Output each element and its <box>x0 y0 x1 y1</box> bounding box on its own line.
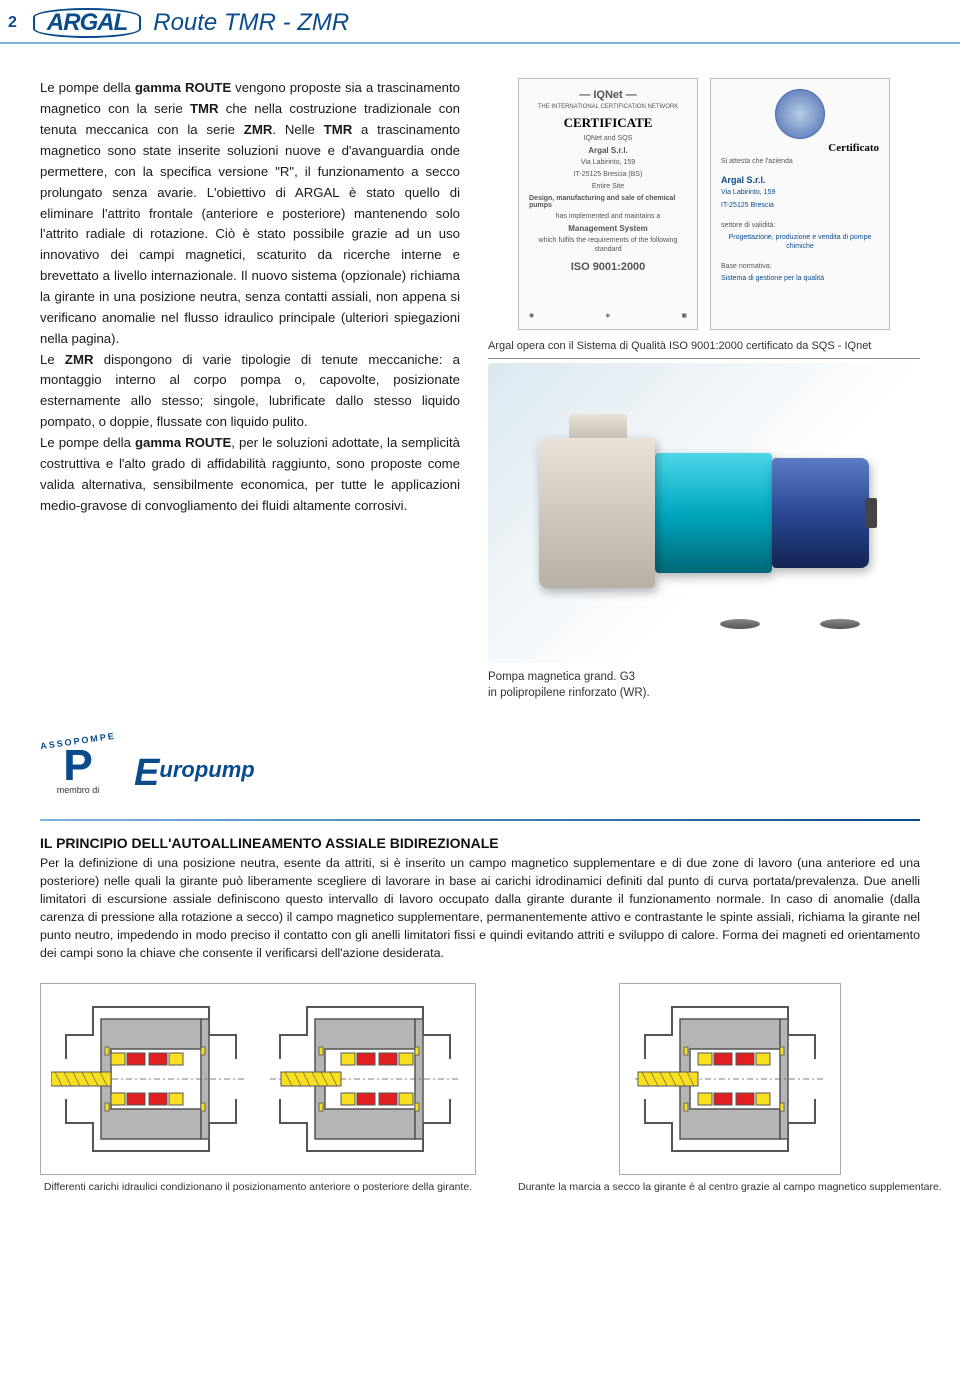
body-paragraph-3: Le pompe della gamma ROUTE, per le soluz… <box>40 433 460 516</box>
diagram-caption-right: Durante la marcia a secco la girante è a… <box>518 1181 942 1195</box>
cross-section-diagram-2 <box>265 994 465 1164</box>
assopompe-logo: ASSOPOMPE P membro di <box>40 736 116 796</box>
page-number: 2 <box>8 14 17 32</box>
certificate-iqnet: — IQNet — THE INTERNATIONAL CERTIFICATIO… <box>518 78 698 330</box>
page-title: Route TMR - ZMR <box>153 9 349 37</box>
page: 2 ARGAL Route TMR - ZMR Le pompe della g… <box>0 0 960 1384</box>
certificate-sqs: Certificato Si attesta che l'azienda Arg… <box>710 78 890 330</box>
section-heading: IL PRINCIPIO DELL'AUTOALLINEAMENTO ASSIA… <box>40 835 920 851</box>
body-paragraph-2: Le ZMR dispongono di varie tipologie di … <box>40 350 460 433</box>
main-content: Le pompe della gamma ROUTE vengono propo… <box>0 44 960 711</box>
right-column: — IQNet — THE INTERNATIONAL CERTIFICATIO… <box>488 78 920 701</box>
section-divider <box>40 819 920 821</box>
pump-caption: Pompa magnetica grand. G3 in polipropile… <box>488 669 920 701</box>
europump-logo: Europump <box>134 752 255 795</box>
diagram-group-left: Differenti carichi idraulici condizionan… <box>40 983 476 1195</box>
membership-logos: ASSOPOMPE P membro di Europump <box>0 736 960 796</box>
certificate-caption: Argal opera con il Sistema di Qualità IS… <box>488 340 920 359</box>
pump-illustration <box>539 438 869 588</box>
body-paragraph-1: Le pompe della gamma ROUTE vengono propo… <box>40 78 460 349</box>
lower-section: IL PRINCIPIO DELL'AUTOALLINEAMENTO ASSIA… <box>0 835 960 963</box>
diagram-caption-left: Differenti carichi idraulici condizionan… <box>44 1181 472 1195</box>
certificates-row: — IQNet — THE INTERNATIONAL CERTIFICATIO… <box>488 78 920 330</box>
diagram-group-right: Durante la marcia a secco la girante è a… <box>518 983 942 1195</box>
argal-logo: ARGAL <box>33 8 141 38</box>
pump-figure <box>488 363 920 663</box>
diagrams-row: Differenti carichi idraulici condizionan… <box>0 963 960 1195</box>
cross-section-diagram-1 <box>51 994 251 1164</box>
page-header: 2 ARGAL Route TMR - ZMR <box>0 0 960 44</box>
section-text: Per la definizione di una posizione neut… <box>40 855 920 963</box>
left-column: Le pompe della gamma ROUTE vengono propo… <box>40 78 460 701</box>
cross-section-diagram-3 <box>630 994 830 1164</box>
